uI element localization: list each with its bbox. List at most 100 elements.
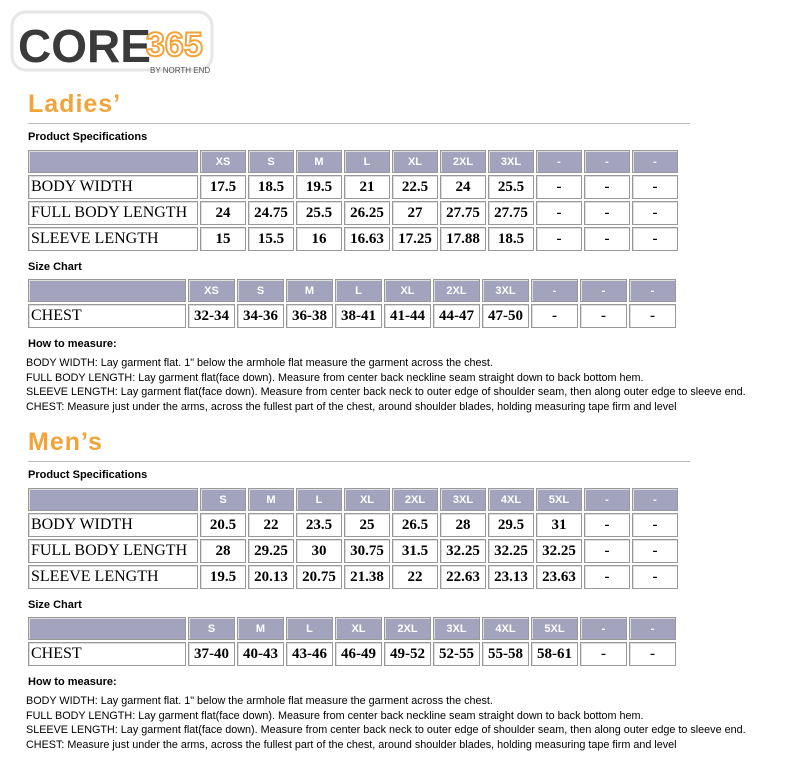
cell: 37-40 xyxy=(188,642,235,666)
header-cell: M xyxy=(248,488,294,511)
cell: 18.5 xyxy=(488,227,534,251)
measure-note: SLEEVE LENGTH: Lay garment flat(face dow… xyxy=(26,724,746,737)
cell: 31 xyxy=(536,513,582,537)
section-label: Size Chart xyxy=(28,261,82,273)
cell: 25.5 xyxy=(488,175,534,199)
cell: 25 xyxy=(344,513,390,537)
row-label: BODY WIDTH xyxy=(28,175,198,199)
cell: 17.5 xyxy=(200,175,246,199)
cell: 38-41 xyxy=(335,304,382,328)
header-cell: L xyxy=(286,617,333,640)
measure-note: BODY WIDTH: Lay garment flat. 1" below t… xyxy=(26,357,493,369)
cell: 16.63 xyxy=(344,227,390,251)
row-label: FULL BODY LENGTH xyxy=(28,201,198,225)
cell: 44-47 xyxy=(433,304,480,328)
size-table: XS S M L XL 2XL 3XL - - - CHEST 32-34 34-36 36-38 38-4… xyxy=(26,277,678,330)
header-cell: XS xyxy=(188,279,235,302)
data-row: SLEEVE LENGTH 19.5 20.13 20.75 21.38 22 22.63 2… xyxy=(28,565,678,589)
cell: - xyxy=(580,642,627,666)
cell: 46-49 xyxy=(335,642,382,666)
cell: - xyxy=(632,539,678,563)
header-cell: L xyxy=(335,279,382,302)
cell: 19.5 xyxy=(296,175,342,199)
cell: 32-34 xyxy=(188,304,235,328)
header-cell: - xyxy=(632,488,678,511)
header-cell: 2XL xyxy=(433,279,480,302)
data-row: SLEEVE LENGTH 15 15.5 16 16.63 17.25 17.88 18.5… xyxy=(28,227,678,251)
header-cell: - xyxy=(629,617,676,640)
logo-frame xyxy=(10,10,214,72)
cell: 24 xyxy=(200,201,246,225)
row-label: BODY WIDTH xyxy=(28,513,198,537)
section-title: Men’s xyxy=(28,428,103,456)
logo-tagline: BY NORTH END xyxy=(150,66,210,75)
cell: 32.25 xyxy=(536,539,582,563)
cell: 17.88 xyxy=(440,227,486,251)
cell: 32.25 xyxy=(488,539,534,563)
cell: 32.25 xyxy=(440,539,486,563)
table-body: XS S M L XL 2XL 3XL - - - CHEST 32-34 34-36 36-38 38-4… xyxy=(28,279,676,328)
header-cell: M xyxy=(296,150,342,173)
row-label: SLEEVE LENGTH xyxy=(28,565,198,589)
logo-number: 365 xyxy=(146,26,203,64)
cell: 28 xyxy=(440,513,486,537)
header-cell: 2XL xyxy=(392,488,438,511)
section-label: How to measure: xyxy=(28,338,117,350)
cell: 26.25 xyxy=(344,201,390,225)
header-cell: - xyxy=(536,150,582,173)
header-cell: - xyxy=(580,617,627,640)
header-cell: 4XL xyxy=(488,488,534,511)
cell: 26.5 xyxy=(392,513,438,537)
row-label: CHEST xyxy=(28,642,186,666)
data-row: BODY WIDTH 17.5 18.5 19.5 21 22.5 24 25.5- - - xyxy=(28,175,678,199)
cell: 19.5 xyxy=(200,565,246,589)
cell: 34-36 xyxy=(237,304,284,328)
cell: 23.5 xyxy=(296,513,342,537)
cell: 20.5 xyxy=(200,513,246,537)
measure-note: BODY WIDTH: Lay garment flat. 1" below t… xyxy=(26,695,493,707)
cell: - xyxy=(632,201,678,225)
cell: 40-43 xyxy=(237,642,284,666)
cell: 23.63 xyxy=(536,565,582,589)
header-cell: XS xyxy=(200,150,246,173)
cell: 18.5 xyxy=(248,175,294,199)
section-title: Ladies’ xyxy=(28,90,122,118)
section-label: Product Specifications xyxy=(28,469,148,481)
cell: 30.75 xyxy=(344,539,390,563)
cell: 24.75 xyxy=(248,201,294,225)
table-body: S M L XL 2XL 3XL 4XL 5XL - - CHEST 37-40 40-43 43-46 4… xyxy=(28,617,676,666)
logo-brand: CORE xyxy=(18,20,151,72)
size-table: XS S M L XL 2XL 3XL - - - BODY WIDTH 17.5 18.5 19.5 21… xyxy=(26,148,680,253)
measure-note: CHEST: Measure just under the arms, acro… xyxy=(26,400,677,413)
cell: 29.5 xyxy=(488,513,534,537)
header-cell xyxy=(28,617,186,640)
cell: - xyxy=(584,175,630,199)
cell: 23.13 xyxy=(488,565,534,589)
cell: 16 xyxy=(296,227,342,251)
cell: 28 xyxy=(200,539,246,563)
header-cell: 2XL xyxy=(384,617,431,640)
header-cell: - xyxy=(629,279,676,302)
header-cell: - xyxy=(632,150,678,173)
header-cell: 2XL xyxy=(440,150,486,173)
header-cell xyxy=(28,279,186,302)
header-cell: - xyxy=(531,279,578,302)
cell: - xyxy=(632,565,678,589)
header-cell: S xyxy=(248,150,294,173)
header-cell: M xyxy=(237,617,284,640)
header-cell: S xyxy=(200,488,246,511)
data-row: CHEST 32-34 34-36 36-38 38-41 41-44 44-47 47-50… xyxy=(28,304,676,328)
header-cell: 5XL xyxy=(536,488,582,511)
measure-note: SLEEVE LENGTH: Lay garment flat(face dow… xyxy=(26,386,746,399)
header-cell: 4XL xyxy=(482,617,529,640)
header-cell xyxy=(28,150,198,173)
header-cell: XL xyxy=(335,617,382,640)
cell: 24 xyxy=(440,175,486,199)
cell: 43-46 xyxy=(286,642,333,666)
header-cell: L xyxy=(296,488,342,511)
cell: - xyxy=(584,227,630,251)
data-row: CHEST 37-40 40-43 43-46 46-49 49-52 52-55 55-58… xyxy=(28,642,676,666)
cell: 49-52 xyxy=(384,642,431,666)
cell: - xyxy=(584,201,630,225)
